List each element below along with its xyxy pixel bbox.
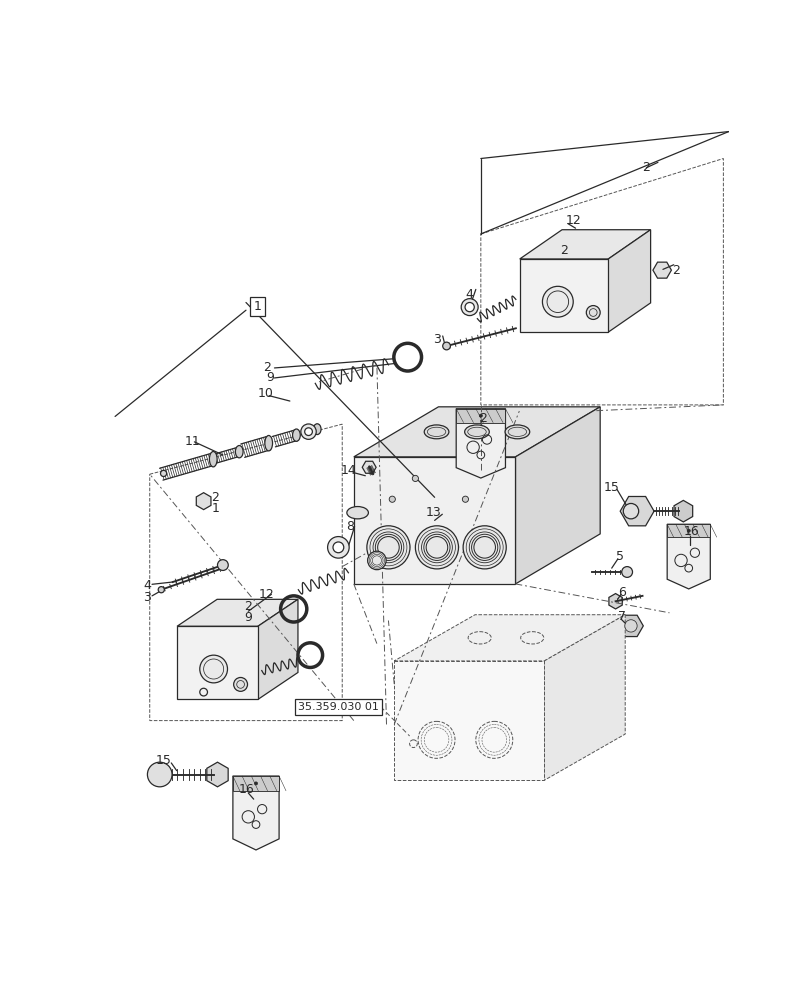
Polygon shape <box>233 776 279 850</box>
Circle shape <box>686 529 689 532</box>
Text: 13: 13 <box>425 506 440 519</box>
Ellipse shape <box>346 507 368 519</box>
Circle shape <box>304 428 312 436</box>
Text: 10: 10 <box>257 387 273 400</box>
Text: 5: 5 <box>615 550 623 563</box>
Polygon shape <box>519 230 650 259</box>
Circle shape <box>621 567 632 577</box>
Circle shape <box>624 620 637 632</box>
Text: 2: 2 <box>672 264 680 277</box>
Text: 2: 2 <box>244 600 252 613</box>
Circle shape <box>415 526 458 569</box>
Polygon shape <box>673 500 692 522</box>
Polygon shape <box>667 524 710 589</box>
Ellipse shape <box>235 446 242 458</box>
Polygon shape <box>618 615 642 637</box>
Text: 3: 3 <box>144 591 151 604</box>
Ellipse shape <box>504 425 529 439</box>
Text: 4: 4 <box>144 579 151 592</box>
Polygon shape <box>354 457 515 584</box>
Text: 11: 11 <box>184 435 200 448</box>
Polygon shape <box>456 409 504 423</box>
Text: 6: 6 <box>617 586 625 599</box>
Text: 7: 7 <box>617 610 625 623</box>
Text: 35.359.030 01: 35.359.030 01 <box>298 702 379 712</box>
Circle shape <box>333 542 343 553</box>
Circle shape <box>367 526 410 569</box>
Polygon shape <box>354 407 599 457</box>
Text: 9: 9 <box>266 371 274 384</box>
Circle shape <box>623 503 638 519</box>
Text: 2: 2 <box>211 491 219 504</box>
Circle shape <box>388 496 395 502</box>
Ellipse shape <box>264 435 272 451</box>
Circle shape <box>300 424 315 439</box>
Text: 9: 9 <box>244 611 252 624</box>
Text: 2: 2 <box>642 161 650 174</box>
Text: 12: 12 <box>564 214 581 227</box>
Ellipse shape <box>313 424 320 435</box>
Polygon shape <box>177 626 258 699</box>
Polygon shape <box>543 615 624 780</box>
Circle shape <box>234 677 247 691</box>
Circle shape <box>367 551 386 570</box>
Circle shape <box>254 782 257 785</box>
Polygon shape <box>608 594 621 609</box>
Text: 15: 15 <box>603 481 619 494</box>
Polygon shape <box>456 409 504 478</box>
Polygon shape <box>207 762 228 787</box>
Polygon shape <box>177 599 298 626</box>
Polygon shape <box>258 599 298 699</box>
Polygon shape <box>515 407 599 584</box>
Text: 1: 1 <box>253 300 261 313</box>
Ellipse shape <box>464 425 489 439</box>
Circle shape <box>161 470 166 477</box>
Circle shape <box>461 299 478 316</box>
Text: 3: 3 <box>433 333 440 346</box>
Polygon shape <box>362 461 375 473</box>
Text: 14: 14 <box>341 464 356 477</box>
Polygon shape <box>652 262 671 278</box>
Text: 2: 2 <box>559 244 567 257</box>
Text: 12: 12 <box>259 588 274 601</box>
Circle shape <box>200 655 227 683</box>
Text: 16: 16 <box>683 525 698 538</box>
Circle shape <box>158 587 164 593</box>
Circle shape <box>478 414 482 417</box>
Text: 4: 4 <box>465 288 473 301</box>
Polygon shape <box>393 615 624 661</box>
Text: 16: 16 <box>238 783 254 796</box>
Circle shape <box>412 475 418 482</box>
Polygon shape <box>620 496 654 526</box>
Circle shape <box>542 286 573 317</box>
Circle shape <box>442 342 450 350</box>
Text: 15: 15 <box>156 754 172 767</box>
Polygon shape <box>607 230 650 332</box>
Circle shape <box>461 496 468 502</box>
Text: 8: 8 <box>345 520 354 533</box>
Circle shape <box>462 526 505 569</box>
Text: 2: 2 <box>264 361 271 374</box>
Text: 2: 2 <box>478 412 487 425</box>
Ellipse shape <box>292 429 300 441</box>
Circle shape <box>586 306 599 319</box>
Polygon shape <box>667 524 710 537</box>
Circle shape <box>465 302 474 312</box>
Polygon shape <box>393 661 543 780</box>
Polygon shape <box>196 493 211 510</box>
Ellipse shape <box>423 425 448 439</box>
Circle shape <box>148 762 172 787</box>
Circle shape <box>327 537 349 558</box>
Text: 1: 1 <box>211 502 219 515</box>
Circle shape <box>217 560 228 570</box>
Polygon shape <box>519 259 607 332</box>
Polygon shape <box>233 776 279 791</box>
Ellipse shape <box>209 451 217 467</box>
